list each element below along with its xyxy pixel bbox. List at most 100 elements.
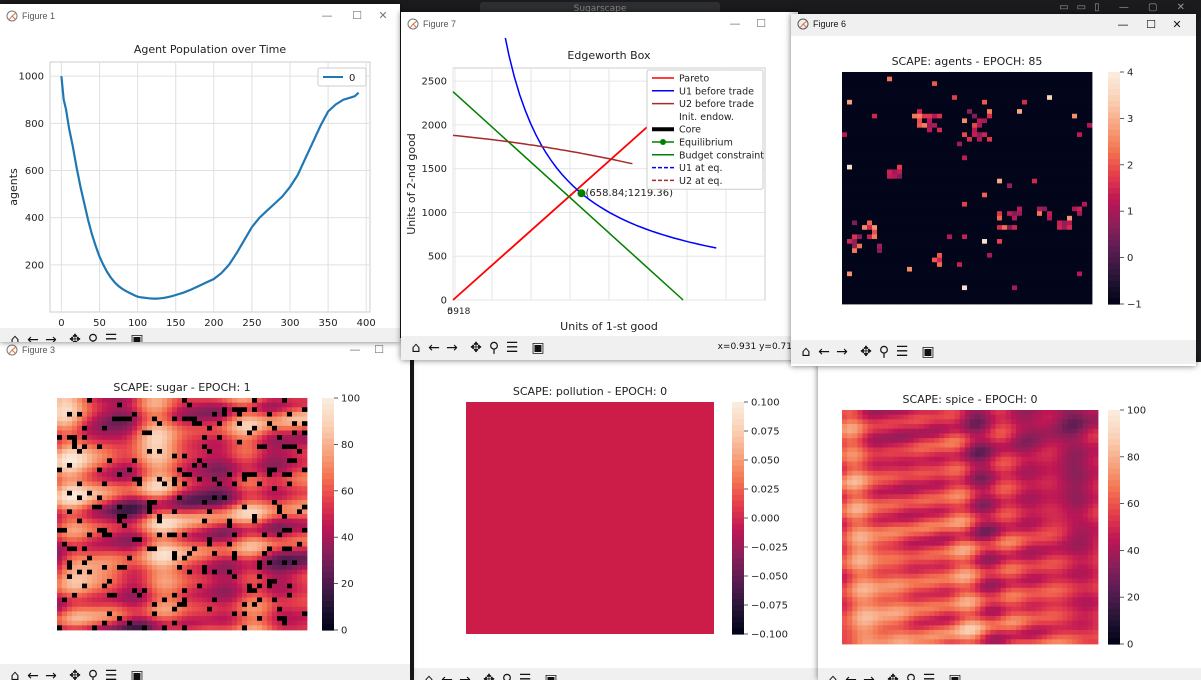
heatmap-cell — [1041, 484, 1048, 490]
heatmap-cell — [167, 509, 173, 515]
save-icon[interactable]: ▣ — [544, 672, 558, 680]
home-icon[interactable]: ⌂ — [828, 672, 838, 680]
heatmap-cell — [112, 551, 118, 557]
heatmap-cell — [87, 518, 93, 524]
maximize-button[interactable]: ☐ — [374, 343, 384, 356]
heatmap-cell — [975, 442, 981, 448]
heatmap-cell — [1092, 550, 1099, 556]
heatmap-cell — [77, 444, 83, 450]
heatmap-cell — [923, 470, 930, 476]
heatmap-cell — [1041, 498, 1048, 504]
heatmap-cell — [242, 500, 248, 506]
heatmap-cell — [297, 435, 303, 441]
heatmap-cell — [939, 550, 945, 556]
heatmap-cell — [847, 466, 853, 472]
heatmap-cell — [127, 606, 133, 612]
heatmap-cell — [949, 494, 956, 500]
heatmap-cell — [1072, 583, 1078, 589]
heatmap-cell — [918, 625, 925, 631]
heatmap-cell — [237, 537, 243, 543]
home-icon[interactable]: ⌂ — [424, 672, 434, 680]
heatmap-cell — [872, 545, 879, 551]
heatmap-cell — [232, 574, 238, 580]
heatmap-cell — [267, 407, 273, 413]
heatmap-cell — [197, 602, 203, 608]
heatmap-cell — [132, 411, 138, 417]
heatmap-cell — [97, 458, 103, 464]
heatmap-cell — [222, 555, 228, 561]
heatmap-cell — [187, 611, 193, 617]
heatmap-cell — [112, 523, 118, 529]
forward-icon[interactable]: → — [459, 672, 471, 680]
heatmap-cell — [232, 467, 238, 473]
heatmap-cell — [132, 588, 138, 594]
pan-icon[interactable]: ✥ — [483, 672, 495, 680]
heatmap-cell — [142, 425, 148, 431]
colorbar-segment — [1108, 562, 1120, 569]
heatmap-cell — [923, 512, 930, 519]
heatmap-cell — [877, 569, 884, 575]
heatmap-cell — [252, 574, 258, 580]
heatmap-cell — [297, 504, 303, 510]
heatmap-cell — [1082, 569, 1089, 575]
heatmap-cell — [872, 442, 879, 448]
heatmap-cell — [1016, 428, 1022, 434]
save-icon[interactable]: ▣ — [948, 672, 962, 680]
heatmap-cell — [847, 629, 853, 636]
heatmap-cell — [882, 494, 889, 500]
heatmap-cell — [1072, 587, 1078, 593]
heatmap-cell — [87, 481, 93, 487]
heatmap-cell — [267, 551, 273, 557]
heatmap-cell — [282, 606, 288, 612]
heatmap-cell — [1051, 442, 1058, 448]
heatmap-cell — [857, 498, 863, 504]
minimize-button[interactable]: — — [349, 343, 361, 356]
heatmap-cell — [82, 588, 88, 594]
heatmap-cell — [107, 425, 113, 431]
pan-icon[interactable]: ✥ — [887, 672, 899, 680]
heatmap-cell — [903, 550, 909, 556]
heatmap-cell — [127, 458, 133, 464]
heatmap-cell — [1051, 606, 1058, 612]
heatmap-cell — [975, 522, 981, 528]
heatmap-cell — [272, 458, 278, 464]
heatmap-cell — [92, 583, 98, 589]
heatmap-cell — [232, 472, 238, 478]
heatmap-cell — [142, 449, 148, 455]
heatmap-cell — [995, 470, 1002, 476]
heatmap-cell — [187, 500, 193, 506]
heatmap-cell — [217, 458, 223, 464]
heatmap-cell — [934, 480, 940, 486]
back-icon[interactable]: ← — [845, 672, 857, 680]
heatmap-cell — [267, 430, 273, 436]
zoom-icon[interactable]: ⚲ — [905, 672, 917, 680]
figure-3-titlebar[interactable]: Figure 3 — ☐ — [0, 338, 410, 364]
zoom-icon[interactable]: ⚲ — [501, 672, 513, 680]
heatmap-cell — [117, 472, 123, 478]
heatmap-cell — [1000, 620, 1007, 626]
heatmap-cell — [297, 527, 303, 533]
heatmap-cell — [262, 537, 268, 543]
heatmap-cell — [1077, 410, 1084, 416]
heatmap-cell — [57, 597, 63, 603]
configure-icon[interactable]: ☰ — [922, 672, 936, 680]
heatmap-cell — [302, 560, 308, 566]
heatmap-cell — [202, 467, 208, 473]
heatmap-cell — [872, 592, 879, 598]
configure-icon[interactable]: ☰ — [518, 672, 532, 680]
heatmap-cell — [282, 574, 288, 580]
heatmap-cell — [842, 461, 848, 467]
heatmap-cell — [222, 560, 228, 566]
heatmap-cell — [267, 541, 273, 547]
heatmap-cell — [1021, 466, 1027, 472]
heatmap-cell — [72, 537, 78, 543]
heatmap-cell — [1026, 545, 1032, 551]
heatmap-cell — [862, 578, 868, 584]
forward-icon[interactable]: → — [863, 672, 875, 680]
back-icon[interactable]: ← — [441, 672, 453, 680]
heatmap-cell — [852, 480, 858, 486]
heatmap-cell — [847, 587, 853, 593]
heatmap-cell — [852, 419, 858, 425]
heatmap-cell — [92, 518, 98, 524]
colorbar-segment — [732, 506, 744, 513]
